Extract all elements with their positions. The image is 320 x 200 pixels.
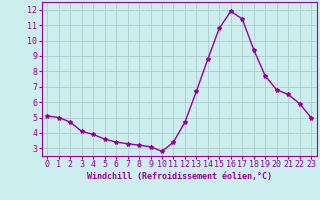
X-axis label: Windchill (Refroidissement éolien,°C): Windchill (Refroidissement éolien,°C): [87, 172, 272, 181]
